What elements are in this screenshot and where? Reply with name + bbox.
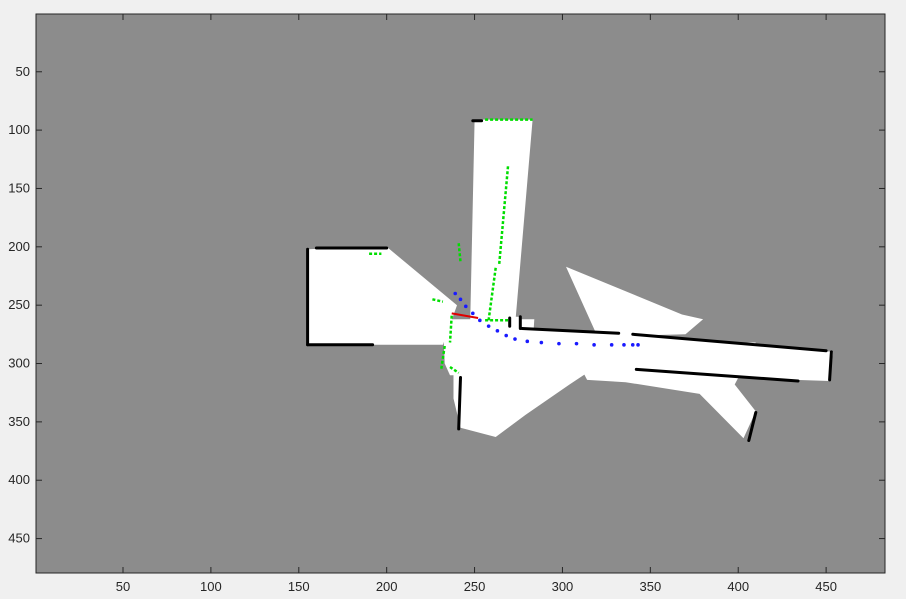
scan-hit-8: [449, 365, 460, 374]
free-space-region-3: [307, 246, 457, 345]
trajectory-point-17: [630, 343, 635, 347]
free-space-region-8: [624, 316, 654, 336]
trajectory-point-9: [513, 337, 517, 341]
x-tick-label-350: 350: [639, 579, 661, 594]
axes-background: [36, 14, 885, 573]
occupancy-grid-map: [306, 118, 834, 442]
y-tick-label-250: 250: [8, 297, 30, 312]
occupied-wall-7: [520, 327, 621, 335]
x-tick-label-250: 250: [464, 579, 486, 594]
scan-hit-6: [448, 315, 453, 343]
trajectory-point-14: [592, 343, 596, 347]
trajectory-point-12: [557, 341, 561, 346]
trajectory-point-8: [504, 333, 509, 338]
x-tick-label-100: 100: [200, 579, 222, 594]
x-tick-label-50: 50: [116, 579, 130, 594]
occupied-wall-8: [631, 332, 828, 353]
occupied-wall-11: [457, 376, 462, 431]
x-tick-label-400: 400: [727, 579, 749, 594]
scan-hit-2: [497, 166, 510, 265]
y-tick-label-200: 200: [8, 239, 30, 254]
occupied-wall-9: [828, 350, 833, 382]
free-space-region-7: [566, 266, 704, 337]
free-space-region-4: [442, 319, 535, 376]
x-tick-label-300: 300: [552, 579, 574, 594]
scan-hit-3: [487, 267, 497, 321]
scan-hit-7: [439, 345, 446, 370]
trajectory-point-2: [458, 297, 463, 302]
y-tick-label-100: 100: [8, 122, 30, 137]
x-tick-label-150: 150: [288, 579, 310, 594]
occupied-wall-10: [634, 367, 800, 383]
occupied-wall-12: [747, 411, 758, 442]
trajectory-point-11: [539, 340, 544, 345]
y-tick-label-300: 300: [8, 356, 30, 371]
map-axes[interactable]: [35, 13, 886, 574]
scan-hit-10: [432, 298, 444, 303]
y-tick-label-350: 350: [8, 414, 30, 429]
trajectory-point-16: [622, 343, 626, 347]
robot-heading-line: [451, 312, 479, 319]
trajectory-point-13: [574, 341, 579, 346]
x-ticks: 50 100 150 200 250 300 350 400 450: [116, 14, 837, 594]
trajectory-point-18: [636, 343, 640, 347]
trajectory-point-7: [495, 329, 500, 333]
free-space-region-6: [567, 342, 756, 439]
x-tick-label-200: 200: [376, 579, 398, 594]
axes-box: [35, 13, 886, 574]
trajectory-point-1: [453, 291, 458, 296]
free-space-region-5: [453, 369, 593, 437]
y-tick-label-400: 400: [8, 472, 30, 487]
trajectory-point-4: [471, 311, 475, 316]
y-tick-label-50: 50: [16, 64, 30, 79]
y-tick-label-150: 150: [8, 180, 30, 195]
trajectory-point-10: [525, 339, 530, 344]
y-tick-label-450: 450: [8, 531, 30, 546]
trajectory-point-3: [463, 304, 468, 309]
trajectory-point-6: [486, 324, 491, 328]
trajectory-point-15: [609, 343, 614, 347]
x-tick-label-450: 450: [815, 579, 837, 594]
scan-hit-5: [457, 243, 462, 263]
trajectory-point-5: [478, 318, 482, 323]
y-ticks: 50 100 150 200 250 300 350 400 450: [8, 64, 885, 546]
